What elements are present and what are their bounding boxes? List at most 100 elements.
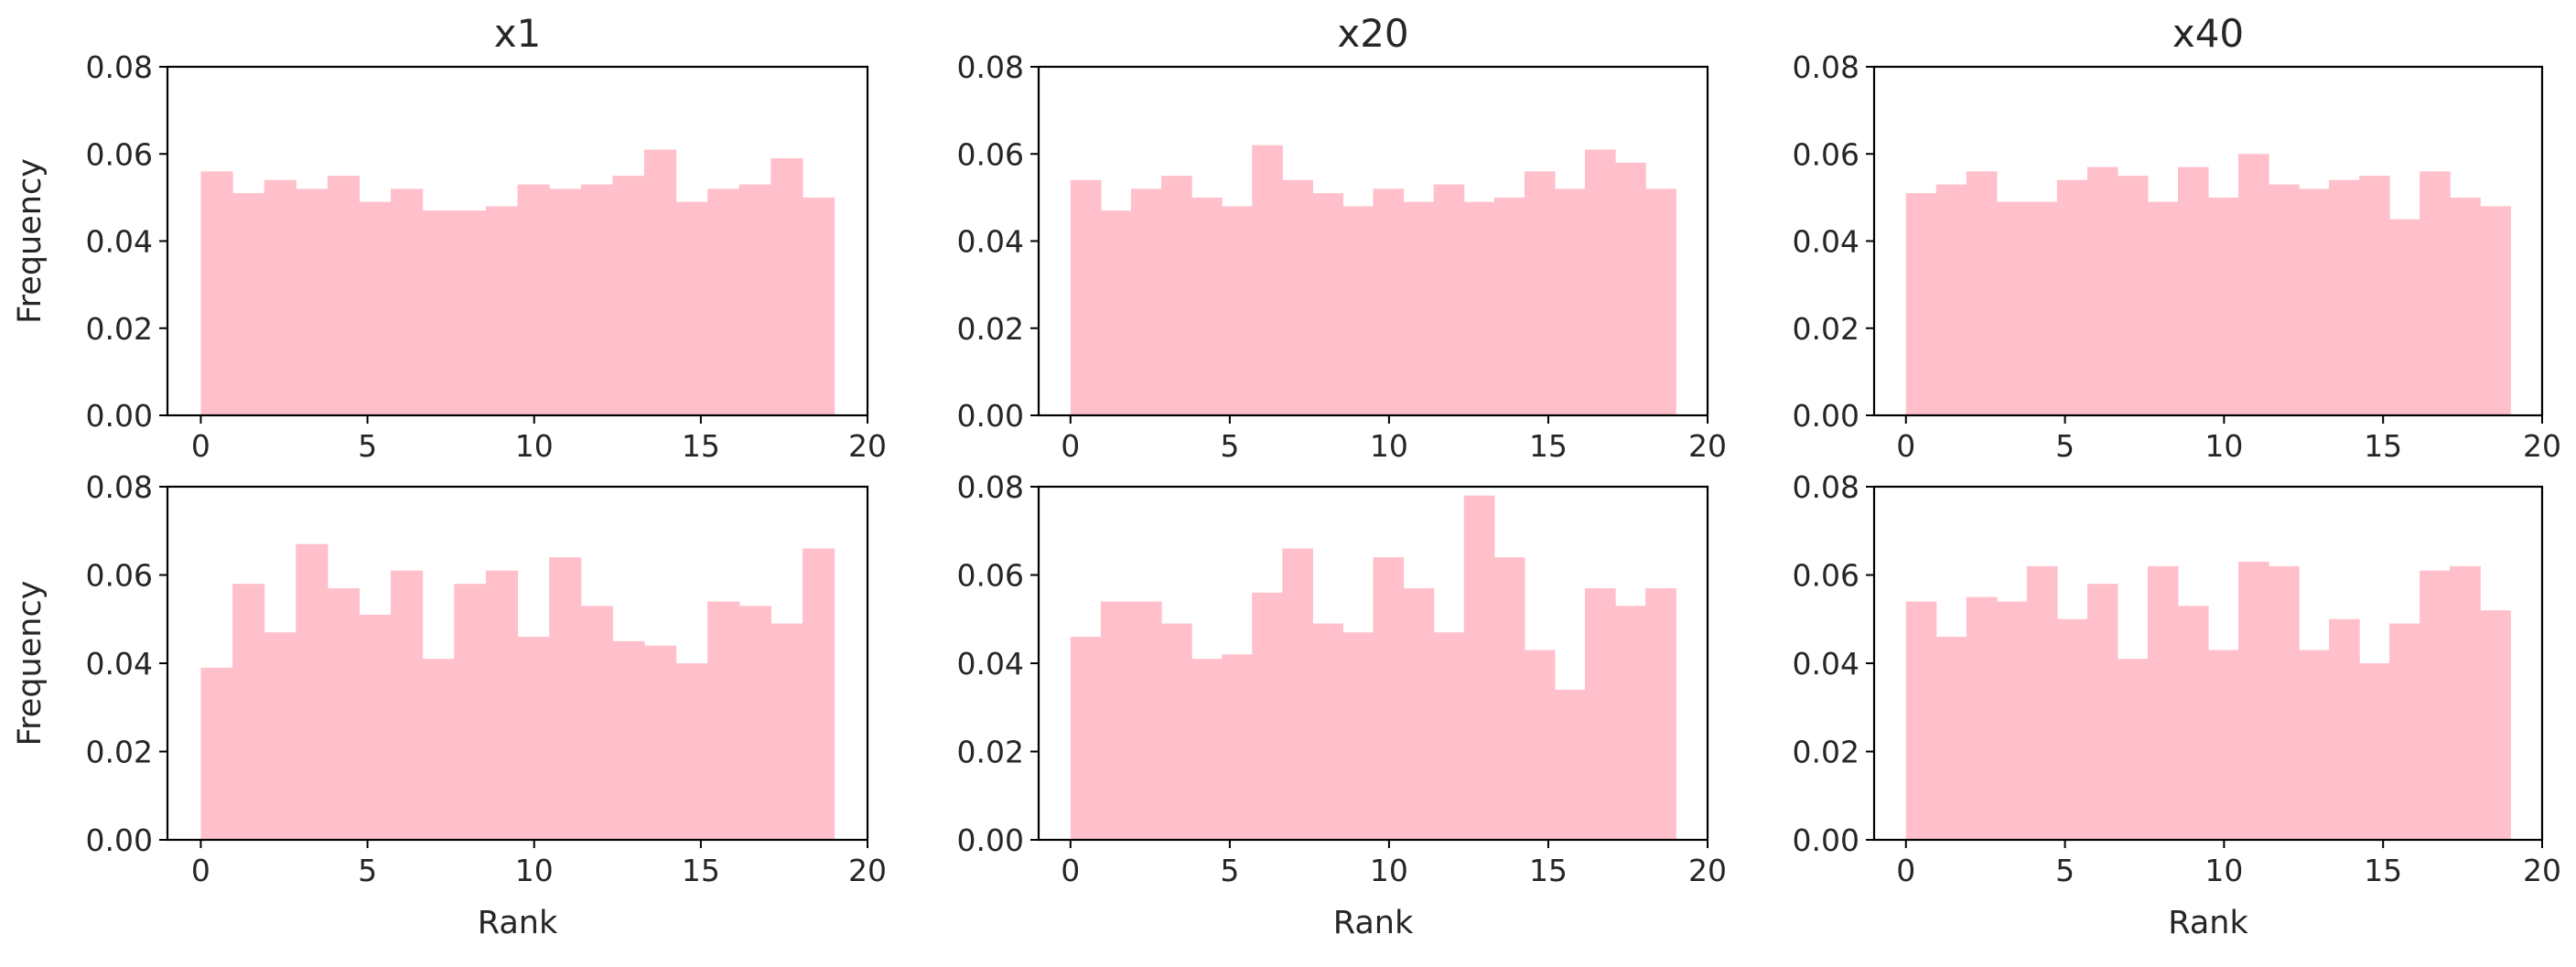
x-tick-label: 15 bbox=[1529, 428, 1568, 464]
bar-18 bbox=[771, 623, 803, 840]
bar-14 bbox=[643, 645, 677, 840]
bar-8 bbox=[1312, 623, 1344, 840]
x-tick-label: 10 bbox=[1370, 428, 1408, 464]
bar-14 bbox=[1493, 197, 1525, 416]
bar-19 bbox=[1645, 587, 1676, 840]
bar-8 bbox=[2147, 565, 2179, 840]
bar-6 bbox=[1252, 145, 1283, 415]
bar-9 bbox=[1342, 632, 1374, 840]
bar-18 bbox=[1615, 606, 1646, 840]
bar-2 bbox=[1966, 596, 1998, 841]
bar-2 bbox=[1966, 171, 1998, 416]
x-tick-label: 20 bbox=[1688, 853, 1727, 888]
bar-3 bbox=[296, 543, 329, 840]
x-tick-label: 5 bbox=[358, 428, 377, 464]
y-tick-label: 0.06 bbox=[86, 558, 153, 594]
bar-14 bbox=[2329, 179, 2360, 415]
x-tick-label: 0 bbox=[191, 428, 210, 464]
bar-16 bbox=[1554, 689, 1586, 840]
bar-19 bbox=[2480, 206, 2511, 415]
x-tick-label: 20 bbox=[2523, 853, 2561, 888]
bar-13 bbox=[2299, 650, 2330, 840]
bar-16 bbox=[707, 188, 740, 415]
y-tick-label: 0.08 bbox=[86, 469, 153, 505]
y-tick-label: 0.00 bbox=[1793, 822, 1859, 858]
bar-16 bbox=[707, 601, 740, 840]
bar-7 bbox=[1282, 179, 1313, 415]
x-tick-label: 10 bbox=[1370, 853, 1408, 888]
y-tick-label: 0.02 bbox=[1793, 735, 1859, 770]
panel-6: 0.00 0.02 0.04 0.06 0.08 0 5 10 15 20 Rank bbox=[1793, 469, 2561, 941]
bar-11 bbox=[549, 188, 582, 415]
y-tick-label: 0.02 bbox=[86, 735, 153, 770]
bar-18 bbox=[2450, 197, 2481, 416]
bar-15 bbox=[675, 663, 708, 840]
bar-17 bbox=[1584, 587, 1616, 840]
bar-3 bbox=[1161, 176, 1192, 415]
x-tick-label: 15 bbox=[2364, 853, 2402, 888]
bar-10 bbox=[2208, 650, 2239, 840]
bar-3 bbox=[1996, 601, 2028, 840]
bar-8 bbox=[454, 210, 487, 415]
x-axis-label: Rank bbox=[478, 905, 558, 941]
bar-18 bbox=[1615, 162, 1646, 415]
y-tick-label: 0.04 bbox=[86, 224, 153, 260]
bar-2 bbox=[264, 179, 296, 415]
y-axis-label: Frequency bbox=[12, 581, 49, 747]
x-tick-label: 15 bbox=[682, 428, 720, 464]
bar-5 bbox=[1222, 206, 1253, 415]
bar-5 bbox=[359, 614, 392, 840]
bar-4 bbox=[327, 587, 361, 840]
x-tick-label: 15 bbox=[2364, 428, 2402, 464]
y-tick-label: 0.04 bbox=[86, 646, 153, 682]
x-tick-label: 5 bbox=[2055, 853, 2075, 888]
bar-0 bbox=[1905, 193, 1937, 415]
y-tick-label: 0.06 bbox=[1793, 558, 1859, 594]
bar-9 bbox=[485, 570, 519, 840]
bar-18 bbox=[771, 158, 803, 415]
panel-4: 0.00 0.02 0.04 0.06 0.08 0 5 10 15 20 Rank Frequenc… bbox=[12, 469, 887, 941]
bar-6 bbox=[2086, 167, 2118, 416]
x-tick-label: 5 bbox=[2055, 428, 2075, 464]
x-tick-label: 15 bbox=[1529, 853, 1568, 888]
bar-17 bbox=[1584, 149, 1616, 416]
y-tick-label: 0.08 bbox=[957, 469, 1024, 505]
bar-1 bbox=[1935, 184, 1967, 415]
panel-title: x20 bbox=[1337, 11, 1408, 56]
y-tick-label: 0.04 bbox=[1793, 224, 1859, 260]
bar-2 bbox=[264, 632, 296, 840]
bar-3 bbox=[296, 188, 329, 415]
bar-2 bbox=[1130, 188, 1162, 415]
y-tick-label: 0.04 bbox=[957, 224, 1024, 260]
y-tick-label: 0.04 bbox=[1793, 646, 1859, 682]
bar-17 bbox=[738, 184, 771, 415]
bar-4 bbox=[2026, 201, 2058, 415]
bar-10 bbox=[1373, 557, 1405, 840]
bar-12 bbox=[1433, 184, 1465, 415]
y-tick-label: 0.00 bbox=[1793, 398, 1859, 434]
y-tick-label: 0.06 bbox=[957, 136, 1024, 172]
panel-title: x1 bbox=[494, 11, 542, 56]
bar-9 bbox=[2177, 606, 2209, 840]
y-tick-label: 0.00 bbox=[957, 822, 1024, 858]
bar-12 bbox=[580, 606, 613, 840]
y-tick-label: 0.02 bbox=[86, 311, 153, 347]
bar-5 bbox=[359, 201, 392, 415]
bar-11 bbox=[2238, 154, 2269, 415]
bar-7 bbox=[1282, 548, 1313, 840]
bar-16 bbox=[1554, 188, 1586, 415]
x-tick-label: 10 bbox=[515, 853, 554, 888]
bar-14 bbox=[2329, 618, 2360, 840]
bar-16 bbox=[2389, 219, 2420, 415]
bar-11 bbox=[549, 557, 582, 840]
x-tick-label: 10 bbox=[2204, 853, 2243, 888]
bar-6 bbox=[391, 188, 424, 415]
panel-1: 0.00 0.02 0.04 0.06 0.08 0 5 10 15 20 x1 Frequency bbox=[12, 11, 887, 464]
y-tick-label: 0.06 bbox=[86, 136, 153, 172]
bar-7 bbox=[2117, 659, 2149, 840]
x-tick-label: 10 bbox=[515, 428, 554, 464]
bar-0 bbox=[200, 171, 233, 416]
bar-15 bbox=[1524, 171, 1556, 416]
bar-19 bbox=[1645, 188, 1676, 415]
y-tick-label: 0.08 bbox=[957, 49, 1024, 85]
